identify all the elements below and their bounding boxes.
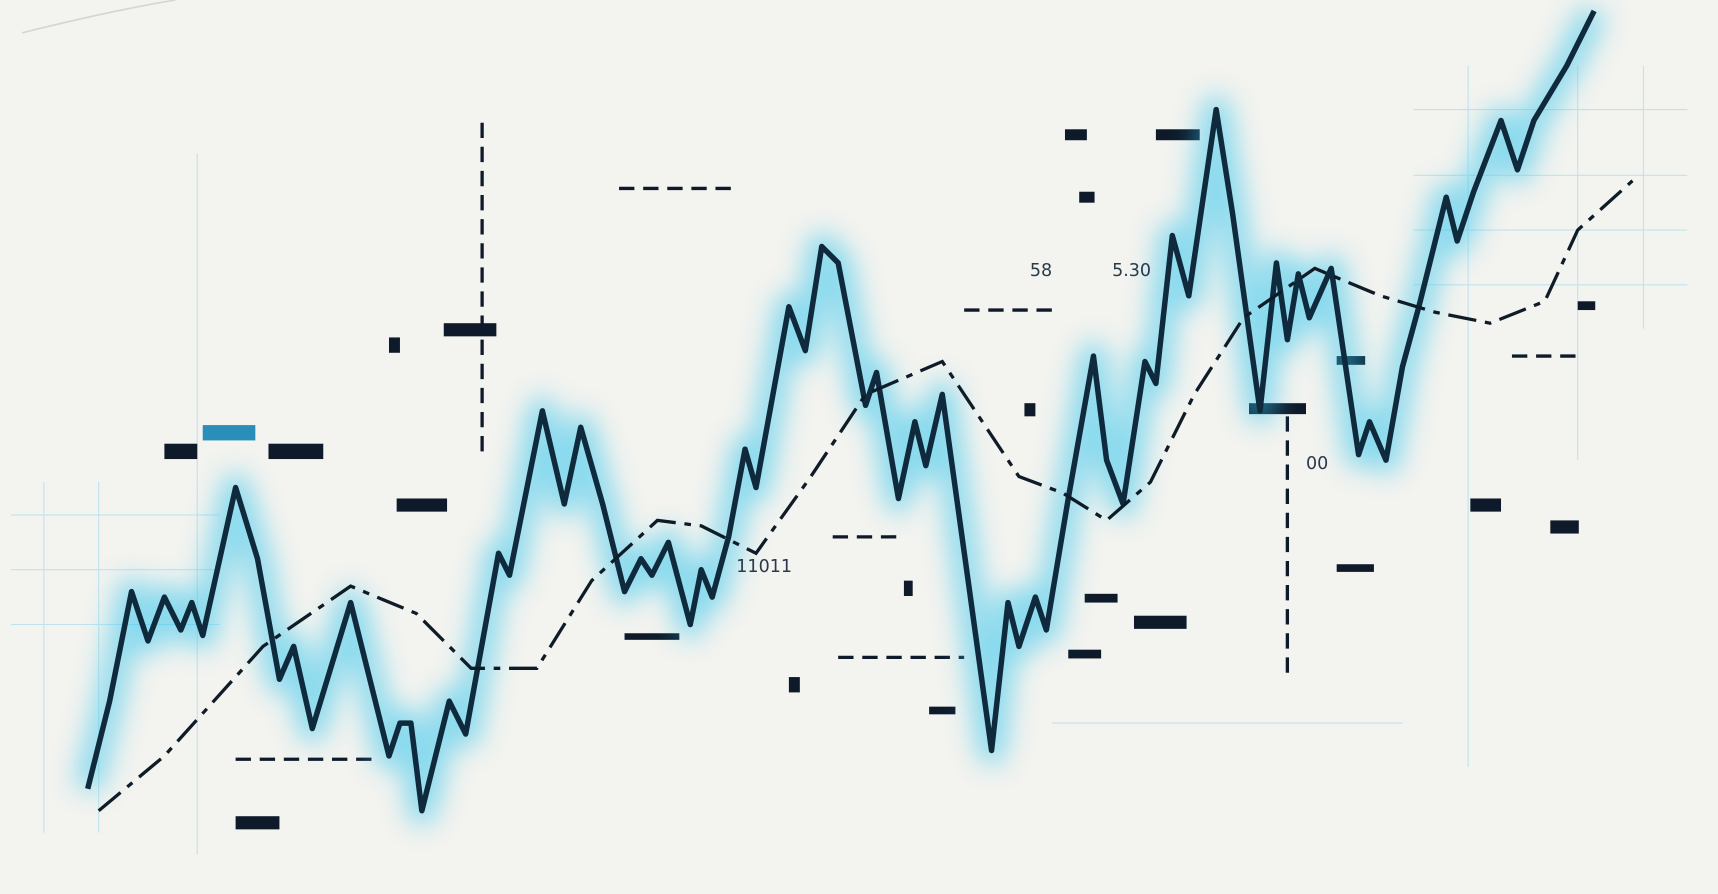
label: 58 bbox=[1030, 261, 1052, 281]
corner-arc bbox=[21, 0, 176, 34]
label: 5.30 bbox=[1112, 261, 1151, 281]
moving-average bbox=[97, 179, 1634, 812]
dash-decoration bbox=[235, 122, 1584, 761]
block-decoration bbox=[164, 129, 1596, 830]
price-line bbox=[85, 9, 1597, 814]
label: 00 bbox=[1306, 454, 1328, 474]
label: 11011 bbox=[736, 557, 792, 577]
